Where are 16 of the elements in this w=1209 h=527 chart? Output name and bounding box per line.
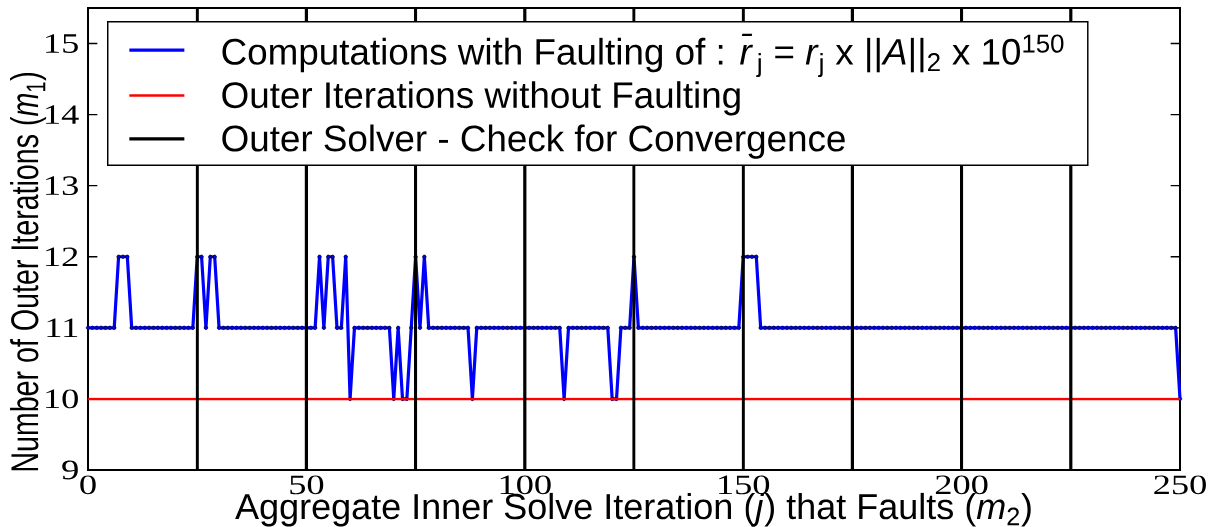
legend-label: Outer Iterations without Faulting — [222, 81, 740, 116]
x-tick-label: 100 — [500, 475, 551, 495]
ref-line-label: Outer Solver - Check for Convergence — [222, 124, 845, 159]
y-tick-label: 9 — [62, 460, 78, 480]
x-tick-label: 50 — [290, 475, 324, 495]
x-tick-label: 0 — [80, 475, 96, 495]
text: Computations with Faulting of : r̄$_{j}$ = r$_{j}$ x ||A||$_{2}$ x 10$^{150}$ — [222, 33, 1064, 78]
x-tick-label: 200 — [935, 475, 988, 495]
x-tick-label: 250 — [1154, 475, 1206, 495]
y-tick-label: 14 — [46, 105, 79, 124]
y-tick-label: 11 — [47, 318, 78, 338]
y-tick-label: 12 — [46, 247, 78, 267]
y-tick-label: 10 — [46, 389, 78, 409]
y-axis-title: Number of Outer Iterations (m$_{1}$) — [10, 73, 47, 471]
y-tick-label: 13 — [46, 176, 78, 196]
y-tick-label: 15 — [46, 34, 78, 53]
